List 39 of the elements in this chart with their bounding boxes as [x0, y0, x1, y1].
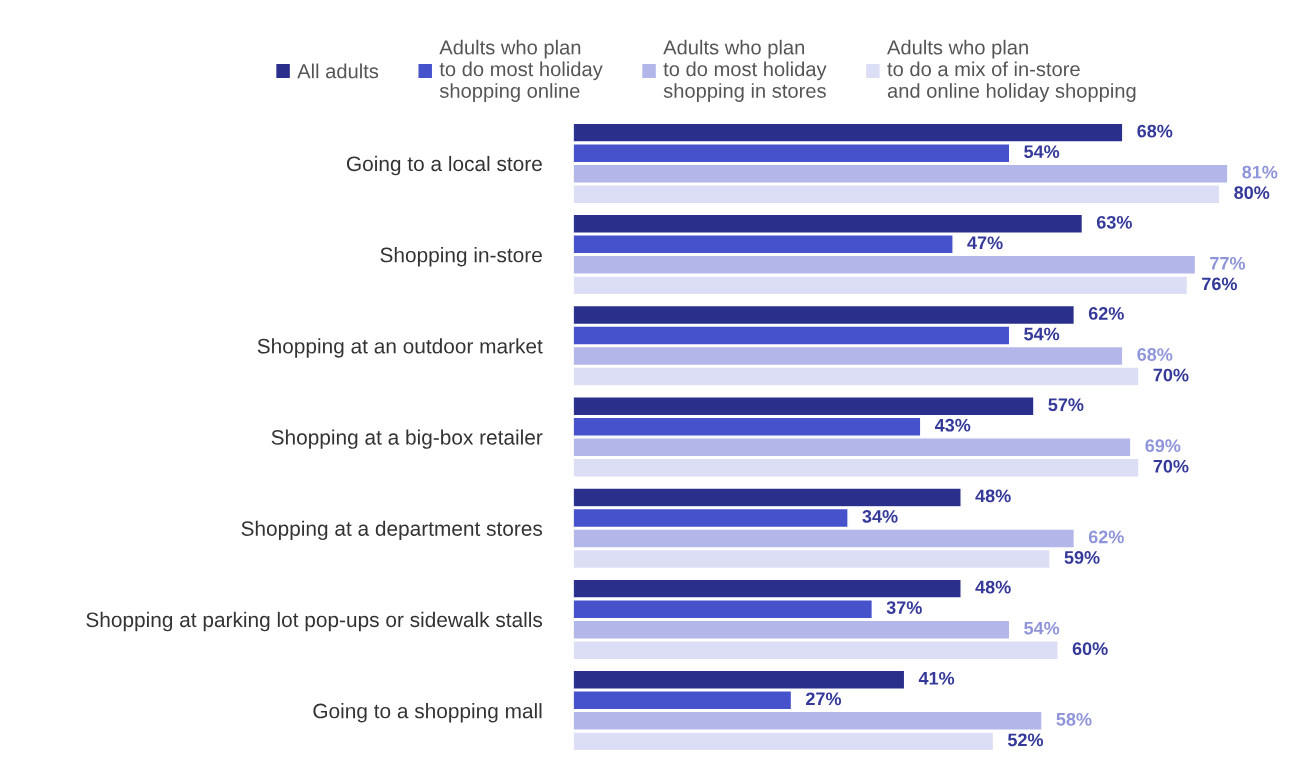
legend-label: All adults: [297, 63, 379, 79]
data-label: 60%: [1072, 642, 1108, 656]
data-label: 43%: [934, 418, 971, 432]
data-label: 63%: [1096, 215, 1132, 229]
data-label: 41%: [918, 671, 955, 685]
data-label: 59%: [1064, 551, 1100, 564]
data-label: 47%: [967, 236, 1003, 250]
data-label: 76%: [1202, 277, 1237, 291]
data-label: 27%: [806, 692, 842, 706]
data-label: 58%: [1056, 712, 1092, 726]
data-label: 80%: [1234, 186, 1270, 200]
y-tick-label: Shopping in-store: [380, 247, 542, 267]
legend-label: Adults who plan to do most holiday shopping online: [439, 39, 603, 102]
data-label: 54%: [1024, 145, 1060, 158]
data-label: 54%: [1024, 621, 1060, 635]
data-label: 77%: [1210, 256, 1246, 270]
data-label: 70%: [1153, 368, 1189, 382]
y-tick-label: Shopping at a department stores: [241, 520, 543, 541]
data-label: 52%: [1007, 733, 1044, 747]
data-label: 62%: [1088, 530, 1124, 544]
y-tick-label: Shopping at parking lot pop-ups or sidewalk stalls: [86, 611, 543, 632]
data-label: 62%: [1088, 307, 1124, 320]
y-tick-label: Shopping at a big-box retailer: [271, 429, 543, 449]
data-label: 48%: [975, 489, 1011, 503]
legend-label: Adults who plan to do a mix of in-store and online holiday shopping: [887, 39, 1136, 102]
data-label: 68%: [1137, 348, 1173, 361]
y-tick-label: Going to a shopping mall: [313, 703, 542, 723]
data-label: 37%: [886, 601, 922, 615]
legend-label: Adults who plan to do most holiday shopping in stores: [663, 39, 827, 102]
data-label: 70%: [1153, 459, 1189, 473]
data-label: 57%: [1048, 398, 1084, 412]
data-label: 48%: [975, 580, 1011, 594]
data-label: 68%: [1137, 124, 1173, 138]
y-tick-label: Shopping at an outdoor market: [257, 338, 543, 358]
data-label: 34%: [862, 510, 898, 523]
y-tick-label: Going to a local store: [346, 155, 542, 176]
data-label: 81%: [1242, 165, 1278, 179]
data-label: 54%: [1024, 327, 1060, 341]
data-label: 69%: [1145, 439, 1181, 453]
